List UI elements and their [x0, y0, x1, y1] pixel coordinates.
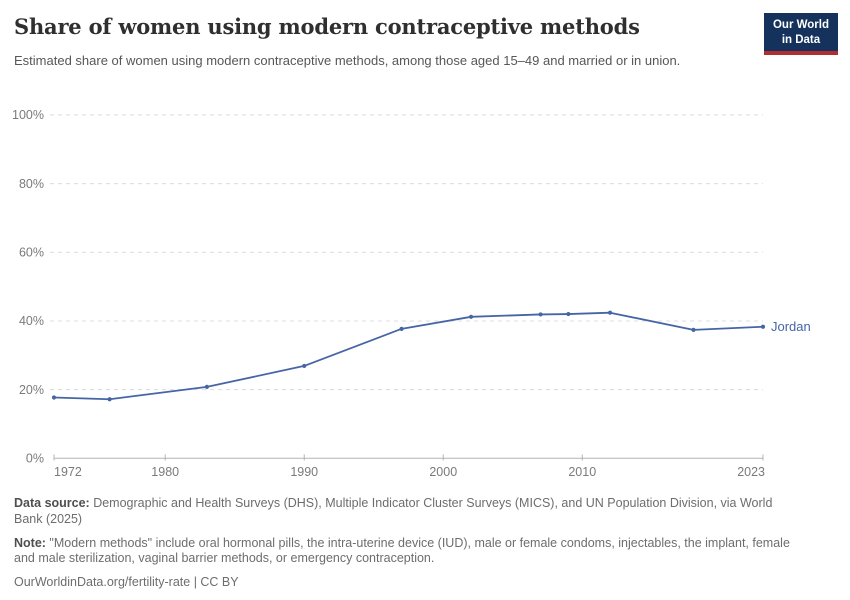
x-axis-label: 1980 — [151, 465, 179, 479]
data-point — [538, 312, 543, 317]
data-source-label: Data source: — [14, 496, 90, 510]
page-title: Share of women using modern contraceptiv… — [14, 14, 640, 39]
series-label: Jordan — [771, 319, 811, 334]
data-point — [760, 324, 766, 329]
data-source-text: Demographic and Health Surveys (DHS), Mu… — [14, 496, 773, 526]
y-axis-label: 0% — [26, 452, 44, 466]
data-point — [302, 363, 307, 369]
data-point — [468, 314, 474, 319]
x-axis-label: 2010 — [568, 465, 596, 479]
data-point — [51, 395, 57, 400]
y-axis-label: 60% — [19, 245, 44, 259]
x-axis-label: 2000 — [429, 465, 457, 479]
y-axis-label: 20% — [19, 383, 44, 397]
owid-logo-line1: Our World — [772, 19, 829, 31]
x-axis-label: 1990 — [290, 465, 318, 479]
citation-link: OurWorldinData.org/fertility-rate | CC B… — [14, 575, 239, 589]
y-axis-label: 80% — [19, 177, 44, 191]
chart-footer: Data source: Demographic and Health Surv… — [14, 496, 804, 591]
chart-subtitle: Estimated share of women using modern co… — [14, 53, 681, 68]
x-axis-label: 2023 — [737, 465, 765, 479]
data-point — [566, 311, 571, 317]
owid-logo: Our World in Data — [763, 13, 838, 56]
data-point — [107, 397, 112, 402]
note-line: Note: "Modern methods" include oral horm… — [14, 536, 804, 568]
data-point — [399, 326, 404, 331]
y-axis-label: 100% — [12, 108, 44, 122]
data-point — [691, 327, 696, 332]
y-axis-label: 40% — [19, 314, 44, 328]
data-source-line: Data source: Demographic and Health Surv… — [14, 496, 804, 528]
data-point — [204, 384, 210, 389]
data-point — [607, 310, 613, 315]
note-text: "Modern methods" include oral hormonal p… — [14, 535, 790, 566]
data-line — [53, 311, 764, 401]
owid-logo-line2: in Data — [781, 33, 821, 46]
note-label: Note: — [14, 535, 46, 550]
x-axis-label: 1972 — [54, 465, 82, 479]
